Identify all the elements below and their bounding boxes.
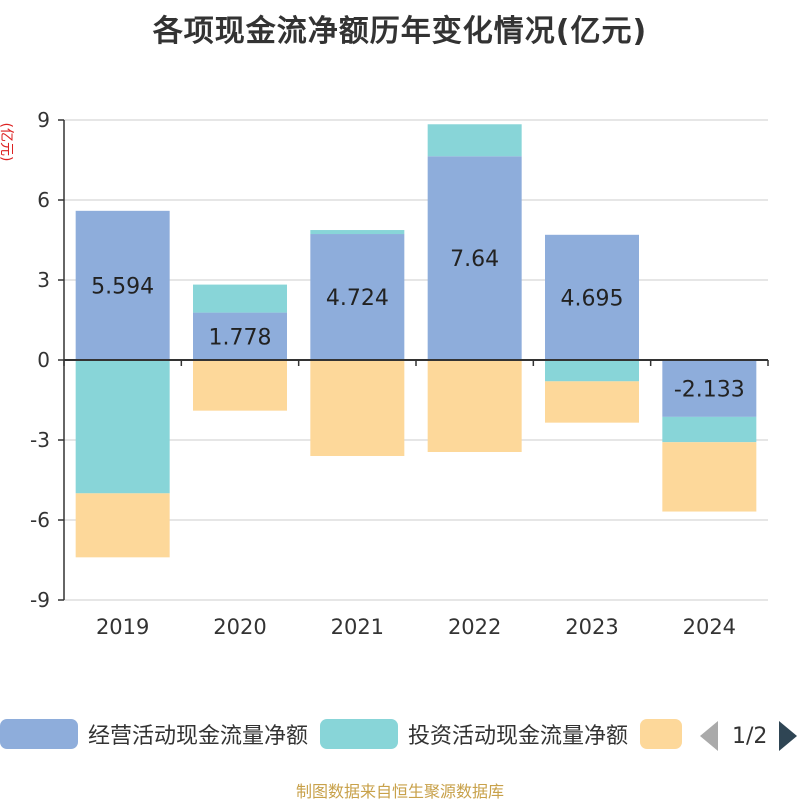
legend-swatch-financing: [640, 719, 682, 749]
y-tick-label: 3: [37, 268, 50, 292]
data-label-2020: 1.778: [209, 325, 272, 350]
bar-2019-series-1: [75, 360, 170, 494]
x-tick-label: 2024: [683, 615, 736, 639]
x-tick-label: 2019: [96, 615, 149, 639]
y-tick-label: 9: [37, 108, 50, 132]
legend-item-operating[interactable]: 经营活动现金流量净额: [0, 716, 308, 752]
data-label-2019: 5.594: [91, 274, 154, 299]
bar-2019-series-0: [75, 210, 170, 360]
bar-2024-series-0: [662, 360, 757, 417]
bar-2024-series-1: [662, 416, 757, 443]
x-tick-label: 2021: [331, 615, 384, 639]
y-tick-label: 0: [37, 348, 50, 372]
bar-2022-series-1: [427, 124, 522, 157]
legend-label-investing: 投资活动现金流量净额: [408, 724, 629, 749]
bar-2023-series-0: [545, 234, 639, 360]
x-tick-label: 2022: [448, 615, 501, 639]
chart-title: 各项现金流净额历年变化情况(亿元): [152, 14, 648, 49]
legend-label-operating: 经营活动现金流量净额: [88, 724, 309, 749]
bar-2021-series-1: [310, 230, 405, 235]
bar-2024-series-2: [662, 442, 757, 512]
x-tick-label: 2020: [213, 615, 266, 639]
legend-swatch-operating: [0, 719, 78, 749]
data-label-2024: -2.133: [674, 377, 745, 402]
data-label-2022: 7.64: [450, 247, 499, 272]
bar-2020-series-0: [193, 312, 287, 360]
bar-2022-series-2: [427, 360, 522, 452]
y-axis-title: (亿元): [0, 123, 14, 162]
data-source-note: 制图数据来自恒生聚源数据库: [295, 782, 504, 801]
data-label-2023: 4.695: [561, 286, 624, 311]
bar-2019-series-2: [75, 493, 170, 558]
chart-canvas: 9 6 3 0 -3 -6 -9 (亿元) 5.594 2019 1.778 2020 4.724 202…: [0, 108, 769, 639]
bar-2022-series-0: [427, 156, 522, 360]
legend-prev-icon[interactable]: [700, 721, 718, 751]
legend: 经营活动现金流量净额 投资活动现金流量净额 1/2: [0, 716, 800, 756]
bar-2023-series-2: [545, 381, 639, 423]
data-label-2021: 4.724: [326, 286, 389, 311]
legend-item-investing[interactable]: 投资活动现金流量净额: [320, 716, 628, 752]
y-tick-label: -6: [30, 508, 50, 532]
bar-2023-series-1: [545, 360, 639, 382]
legend-item-financing[interactable]: [640, 716, 692, 752]
bar-2021-series-2: [310, 360, 405, 456]
x-tick-label: 2023: [565, 615, 618, 639]
y-tick-label: -3: [30, 428, 50, 452]
y-tick-label: 6: [37, 188, 50, 212]
legend-next-icon[interactable]: [779, 721, 798, 751]
bar-2021-series-0: [310, 234, 405, 360]
y-tick-label: -9: [30, 588, 50, 612]
legend-page-indicator: 1/2: [732, 723, 768, 749]
bar-2020-series-1: [193, 284, 287, 313]
legend-pager: 1/2: [700, 718, 798, 754]
bar-2020-series-2: [193, 360, 287, 411]
legend-swatch-investing: [320, 719, 398, 749]
